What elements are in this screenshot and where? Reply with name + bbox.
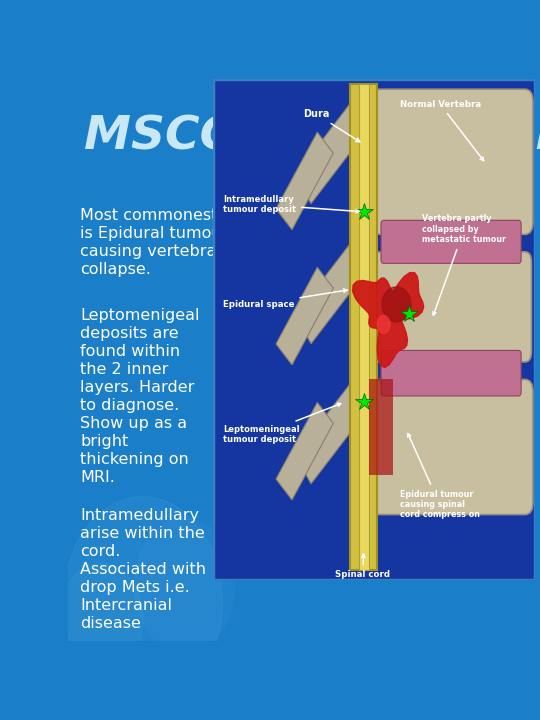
FancyBboxPatch shape [374,252,531,362]
Polygon shape [369,379,393,474]
Text: Dura: Dura [303,109,360,142]
Text: Epidural tumour
causing spinal
cord compress on: Epidural tumour causing spinal cord comp… [400,433,480,519]
Polygon shape [276,267,333,365]
Text: Vertebra partly
collapsed by
metastatic tumour: Vertebra partly collapsed by metastatic … [422,215,506,315]
FancyBboxPatch shape [381,220,521,264]
Polygon shape [295,101,368,204]
Text: Epidural space: Epidural space [223,289,347,309]
Polygon shape [360,84,369,570]
Text: Intramedullary
tumour deposit: Intramedullary tumour deposit [223,194,359,214]
Polygon shape [350,84,377,570]
Circle shape [134,519,235,652]
Circle shape [59,563,143,674]
Polygon shape [353,273,424,367]
Polygon shape [276,132,333,230]
FancyBboxPatch shape [373,379,533,515]
Polygon shape [276,402,333,500]
Text: Intramedullary
arise within the
cord.
Associated with
drop Mets i.e.
Intercrania: Intramedullary arise within the cord. As… [80,508,206,631]
Polygon shape [382,287,411,322]
Text: Normal Vertebra: Normal Vertebra [400,99,484,161]
Circle shape [63,497,222,707]
FancyBboxPatch shape [373,89,533,234]
Text: MSCC-in many forms.: MSCC-in many forms. [84,114,540,159]
Polygon shape [295,381,368,484]
Text: Spinal cord: Spinal cord [335,554,390,579]
FancyBboxPatch shape [213,79,535,580]
FancyBboxPatch shape [381,351,521,396]
Polygon shape [377,315,390,333]
Text: Leptomenigeal
deposits are
found within
the 2 inner
layers. Harder
to diagnose.
: Leptomenigeal deposits are found within … [80,308,200,485]
Polygon shape [295,241,368,343]
Text: Most commonest form
is Epidural tumour
causing vertebral
collapse.: Most commonest form is Epidural tumour c… [80,208,260,277]
Text: Leptomeningeal
tumour deposit: Leptomeningeal tumour deposit [223,403,341,444]
